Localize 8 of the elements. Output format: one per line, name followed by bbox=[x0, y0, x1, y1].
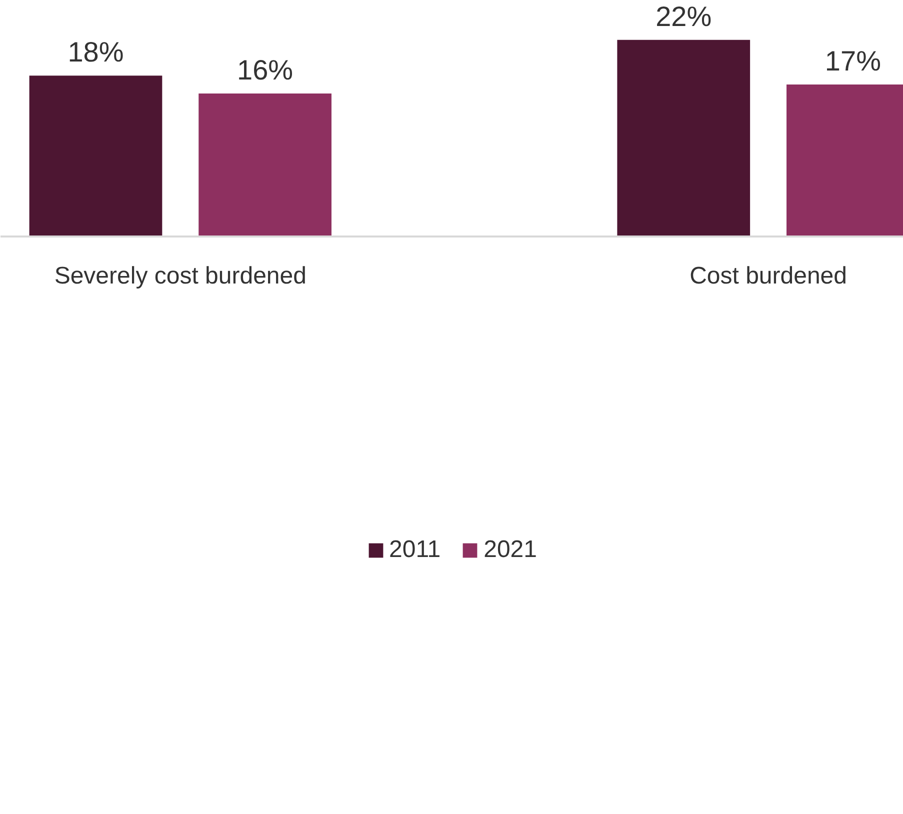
x-tick-label: Cost burdened bbox=[690, 262, 848, 290]
legend-label: 2021 bbox=[484, 536, 537, 564]
legend-label: 2011 bbox=[389, 536, 441, 564]
data-label: 18% bbox=[68, 36, 124, 68]
data-label: 16% bbox=[237, 54, 294, 86]
x-tick-label: Severely cost burdened bbox=[54, 262, 306, 290]
data-label: 17% bbox=[824, 46, 881, 77]
data-label: 22% bbox=[656, 0, 712, 32]
